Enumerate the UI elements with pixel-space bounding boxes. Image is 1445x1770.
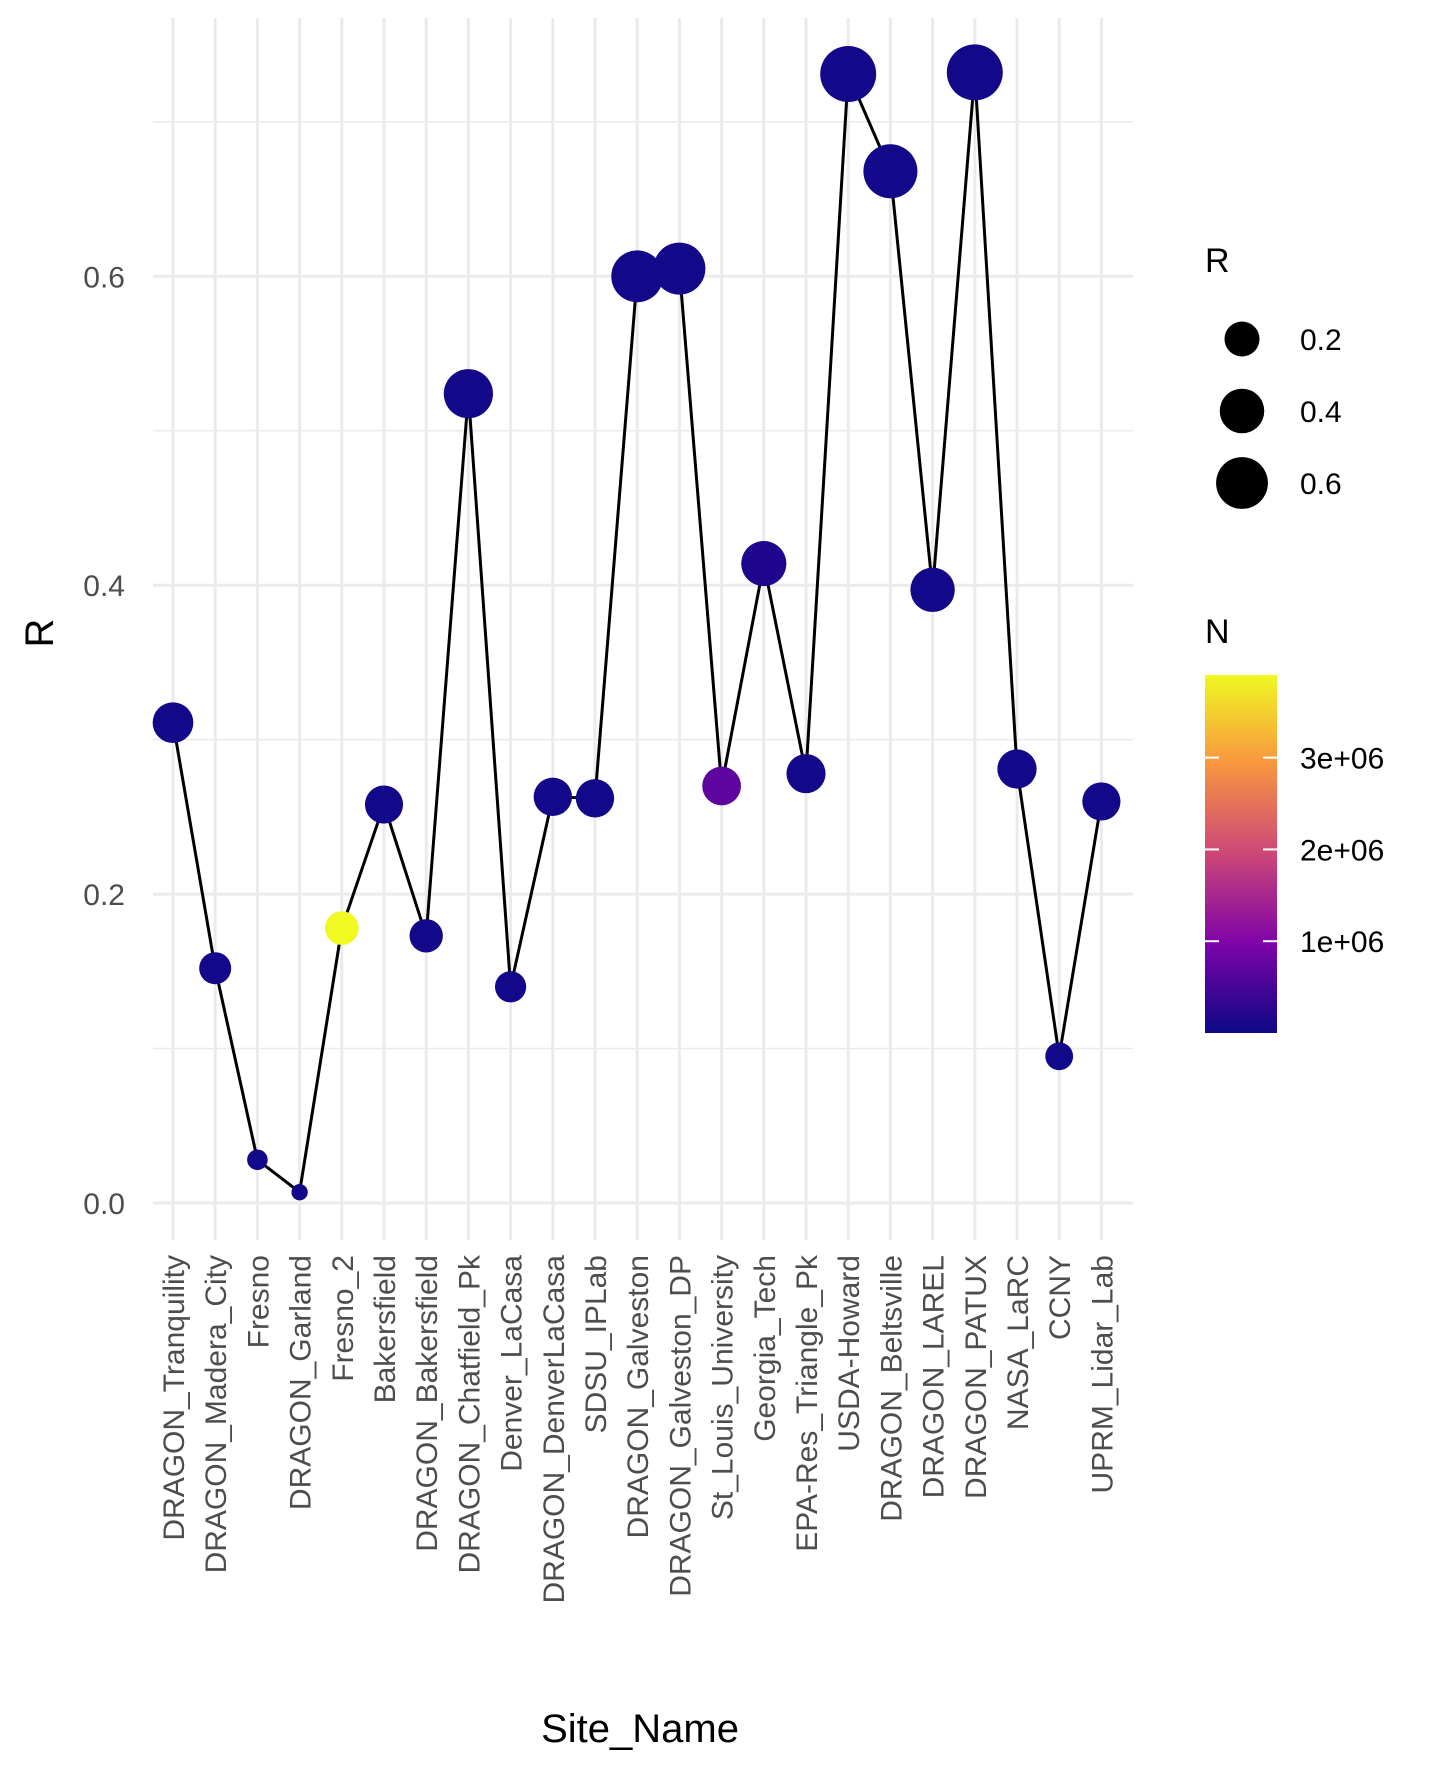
size-legend-key bbox=[1219, 388, 1265, 434]
data-point bbox=[1045, 1042, 1074, 1071]
x-tick-label: SDSU_IPLab bbox=[580, 1255, 613, 1433]
data-point bbox=[910, 567, 955, 613]
x-tick-label: UPRM_Lidar_Lab bbox=[1086, 1255, 1119, 1493]
data-point bbox=[741, 541, 787, 587]
color-legend-label: 2e+06 bbox=[1300, 834, 1384, 867]
x-tick-label: DRAGON_DenverLaCasa bbox=[538, 1255, 571, 1604]
data-point bbox=[443, 369, 494, 419]
size-legend-key bbox=[1224, 321, 1260, 357]
x-tick-label: DRAGON_Beltsville bbox=[875, 1255, 908, 1522]
data-point bbox=[152, 702, 194, 744]
x-tick-label: CCNY bbox=[1044, 1255, 1077, 1340]
size-legend-title: R bbox=[1205, 242, 1230, 280]
data-point bbox=[291, 1184, 308, 1201]
x-tick-label: NASA_LaRC bbox=[1002, 1255, 1035, 1430]
size-legend-key bbox=[1216, 457, 1268, 509]
data-point bbox=[863, 144, 918, 199]
data-points bbox=[152, 44, 1121, 1201]
color-legend-title: N bbox=[1205, 613, 1230, 651]
x-axis-title: Site_Name bbox=[541, 1707, 739, 1751]
x-tick-label: DRAGON_PATUX bbox=[960, 1255, 993, 1499]
data-point bbox=[653, 242, 706, 295]
data-point bbox=[247, 1149, 268, 1171]
x-tick-label: EPA-Res_Triangle_Pk bbox=[791, 1254, 824, 1552]
data-point bbox=[702, 766, 741, 806]
x-tick-label: Fresno bbox=[242, 1255, 275, 1348]
x-axis-ticks: DRAGON_Tranquility DRAGON_Madera_City Fres… bbox=[158, 1254, 1119, 1603]
data-point bbox=[611, 250, 664, 303]
x-tick-label: DRAGON_Galveston bbox=[622, 1255, 655, 1538]
x-tick-label: Bakersfield bbox=[369, 1255, 402, 1403]
color-legend-label: 1e+06 bbox=[1300, 926, 1384, 959]
data-point bbox=[533, 777, 572, 816]
x-tick-label: DRAGON_Garland bbox=[285, 1255, 318, 1510]
x-tick-label: St_Louis_University bbox=[707, 1255, 740, 1520]
x-tick-label: Fresno_2 bbox=[327, 1255, 360, 1382]
color-legend: N 1e+06 2e+06 3e+06 bbox=[1205, 613, 1384, 1033]
color-legend-bar bbox=[1205, 675, 1277, 1033]
y-tick-label: 0.6 bbox=[83, 261, 125, 294]
size-legend-label: 0.6 bbox=[1300, 468, 1342, 501]
data-point bbox=[786, 754, 826, 794]
size-legend-label: 0.2 bbox=[1300, 324, 1342, 357]
x-tick-label: Denver_LaCasa bbox=[496, 1255, 529, 1472]
data-point bbox=[494, 971, 527, 1003]
color-legend-label: 3e+06 bbox=[1300, 743, 1384, 776]
y-axis-ticks: 0.0 0.2 0.4 0.6 bbox=[83, 261, 125, 1221]
x-tick-label: Georgia_Tech bbox=[749, 1255, 782, 1442]
data-point bbox=[199, 952, 232, 985]
data-point bbox=[575, 779, 615, 818]
y-tick-label: 0.2 bbox=[83, 879, 125, 912]
x-tick-label: DRAGON_Chatfield_Pk bbox=[453, 1254, 486, 1573]
size-legend-label: 0.4 bbox=[1300, 396, 1342, 429]
data-point bbox=[820, 45, 877, 102]
x-tick-label: DRAGON_Bakersfield bbox=[411, 1255, 444, 1552]
data-point bbox=[997, 749, 1037, 789]
grid bbox=[153, 18, 1133, 1240]
size-legend: R 0.2 0.4 0.6 bbox=[1205, 242, 1342, 509]
data-point bbox=[1082, 782, 1121, 821]
x-tick-label: DRAGON_Tranquility bbox=[158, 1255, 191, 1541]
data-point bbox=[324, 911, 359, 945]
y-tick-label: 0.4 bbox=[83, 570, 125, 603]
x-tick-label: DRAGON_Galveston_DP bbox=[664, 1255, 697, 1597]
x-tick-label: DRAGON_Madera_City bbox=[200, 1255, 233, 1573]
y-tick-label: 0.0 bbox=[83, 1188, 125, 1221]
y-axis-title: R bbox=[18, 619, 62, 648]
data-point bbox=[364, 785, 404, 824]
x-tick-label: DRAGON_LAREL bbox=[918, 1255, 951, 1498]
data-point bbox=[409, 919, 443, 953]
x-tick-label: USDA-Howard bbox=[833, 1255, 866, 1452]
data-point bbox=[946, 44, 1003, 101]
